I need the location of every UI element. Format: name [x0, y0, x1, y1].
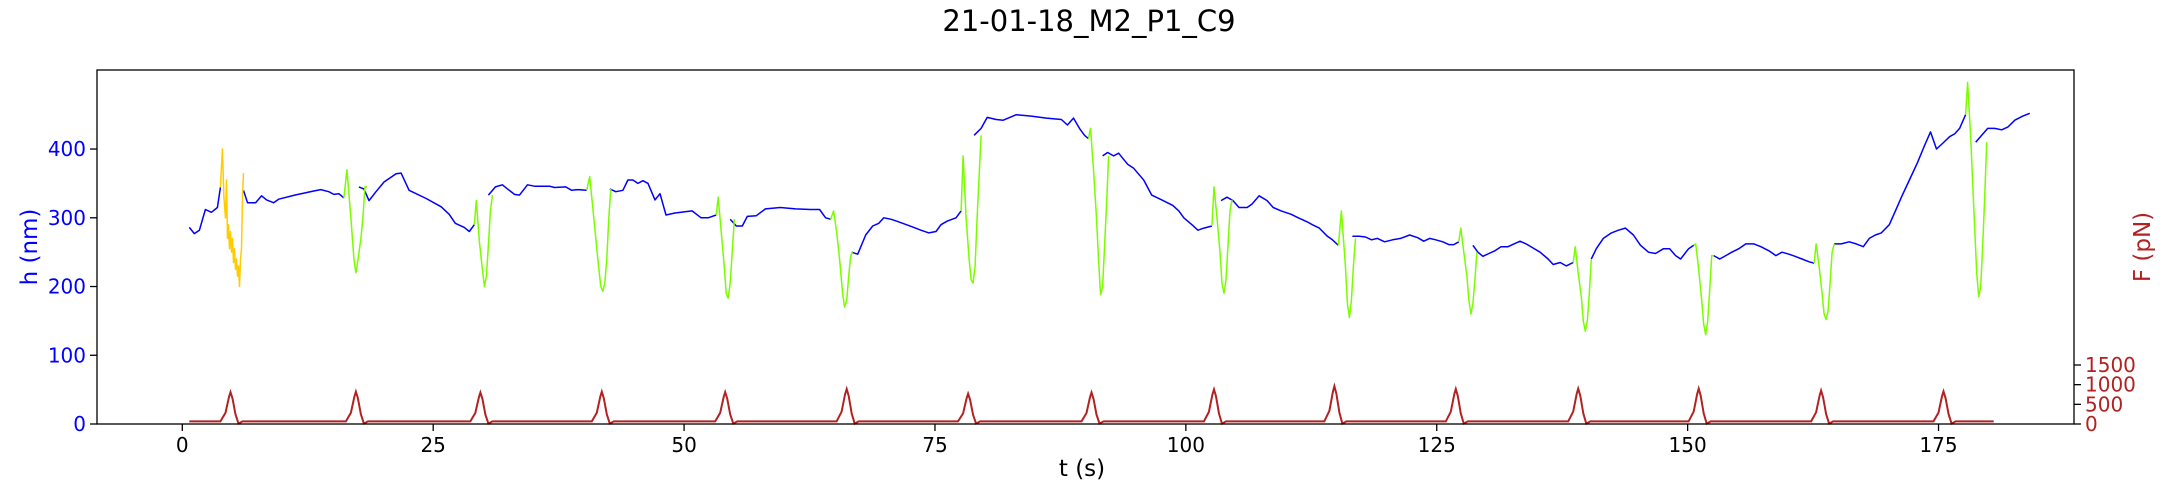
x-tick-label: 175 [1919, 433, 1957, 457]
axes-frame [96, 69, 2075, 425]
h_compress-line-3 [715, 196, 736, 299]
x-axis: 0 25 50 75 100 125 150 175 [176, 424, 1958, 457]
x-tick-label: 125 [1418, 433, 1456, 457]
x-tick-label: 75 [922, 433, 947, 457]
h_relax-line-13 [1713, 243, 1815, 264]
h_relax-line-0 [188, 187, 222, 235]
h_relax-line-8 [1102, 151, 1213, 231]
h_compress-line-11 [1693, 243, 1714, 336]
h_relax-line-11 [1472, 240, 1574, 267]
y-left-tick-label: 200 [48, 275, 86, 299]
y-right-tick-label: 1000 [2085, 373, 2136, 397]
x-tick-label: 50 [671, 433, 696, 457]
chart-title: 21-01-18_M2_P1_C9 [942, 4, 1235, 38]
h_compress_low-line-0 [219, 148, 245, 288]
y-right-tick-label: 500 [2085, 392, 2123, 416]
h_compress-line-9 [1458, 227, 1478, 315]
h_compress-line-13 [1964, 81, 1988, 298]
h_compress-line-7 [1211, 186, 1233, 295]
y-left-tick-label: 100 [48, 343, 86, 367]
h_relax-line-15 [1975, 112, 2031, 143]
h_compress-line-0 [343, 168, 367, 274]
h_compress-line-8 [1337, 210, 1357, 319]
x-tick-label: 150 [1669, 433, 1707, 457]
h_compress-line-12 [1813, 243, 1835, 321]
h_compress-line-2 [585, 175, 612, 293]
h_relax-line-10 [1352, 234, 1460, 246]
x-tick-label: 0 [176, 433, 189, 457]
plot-area [96, 69, 2075, 426]
y-left-tick-label: 400 [48, 137, 86, 161]
y-axis-left-label: h (nm) [17, 209, 43, 286]
x-tick-label: 25 [420, 433, 445, 457]
y-axis-right-label: F (pN) [2130, 212, 2156, 282]
series-layer [188, 81, 2031, 426]
h_relax-line-12 [1590, 227, 1695, 260]
h_relax-line-5 [729, 206, 831, 227]
h_relax-line-3 [487, 184, 587, 196]
h_relax-line-1 [242, 188, 345, 204]
x-axis-label: t (s) [1059, 456, 1105, 482]
h_relax-line-4 [609, 179, 717, 219]
y-right-tick-label: 0 [2085, 412, 2098, 436]
h_compress-line-5 [960, 135, 982, 284]
h_relax-line-6 [851, 210, 962, 255]
h_relax-line-9 [1220, 195, 1339, 246]
y-left-tick-label: 0 [73, 412, 86, 436]
x-tick-label: 100 [1167, 433, 1205, 457]
h_relax-line-2 [358, 172, 475, 233]
y-right-tick-label: 1500 [2085, 353, 2136, 377]
h_compress-line-4 [829, 210, 854, 308]
force-line [189, 382, 1994, 426]
h_relax-line-14 [1834, 114, 1967, 248]
h_compress-line-6 [1087, 127, 1110, 296]
h_relax-line-7 [973, 113, 1089, 140]
y-axis-left: 0 100 200 300 400 [48, 137, 97, 436]
h_compress-line-10 [1572, 245, 1593, 332]
h_compress-line-1 [473, 195, 494, 288]
y-left-tick-label: 300 [48, 206, 86, 230]
